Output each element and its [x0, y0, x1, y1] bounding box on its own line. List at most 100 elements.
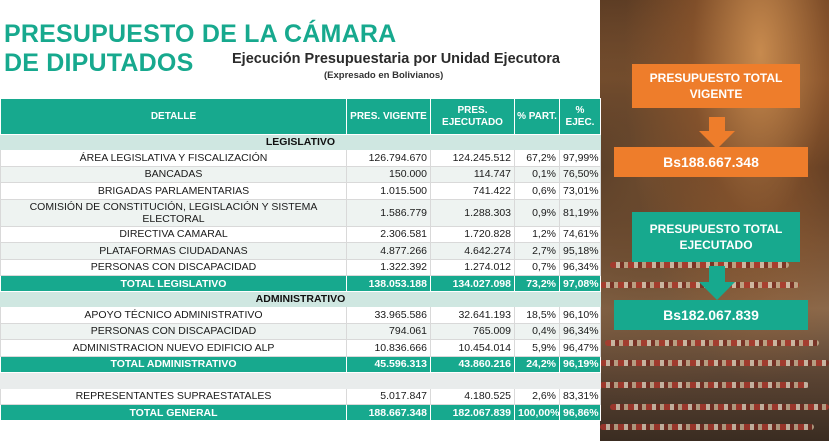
- ejecutado-label-box: PRESUPUESTO TOTAL EJECUTADO: [632, 212, 800, 262]
- row-vigente: 126.794.670: [346, 149, 431, 167]
- row-ejec: 76,50%: [559, 165, 601, 183]
- header-ejecutado: PRES. EJECUTADO: [430, 98, 515, 135]
- row-part: 0,4%: [514, 322, 560, 340]
- row-vigente: 150.000: [346, 165, 431, 183]
- row-ejec: 96,10%: [559, 306, 601, 324]
- row-detalle: BANCADAS: [0, 165, 347, 183]
- header-ejec: % EJEC.: [559, 98, 601, 135]
- row-detalle: COMISIÓN DE CONSTITUCIÓN, LEGISLACIÓN Y …: [0, 198, 347, 227]
- row-ejecutado: 10.454.014: [430, 339, 515, 357]
- currency-note: (Expresado en Bolivianos): [324, 70, 444, 81]
- row-vigente: 4.877.266: [346, 242, 431, 260]
- subtitle: Ejecución Presupuestaria por Unidad Ejec…: [232, 51, 560, 67]
- row-vigente: 5.017.847: [346, 387, 431, 405]
- header-vigente: PRES. VIGENTE: [346, 98, 431, 135]
- total-detalle: TOTAL ADMINISTRATIVO: [0, 355, 347, 373]
- row-vigente: 1.322.392: [346, 258, 431, 276]
- total-vigente: 188.667.348: [346, 404, 431, 421]
- row-ejecutado: 765.009: [430, 322, 515, 340]
- row-ejec: 96,47%: [559, 339, 601, 357]
- row-ejec: 95,18%: [559, 242, 601, 260]
- ejecutado-value-box: Bs182.067.839: [614, 300, 808, 330]
- row-ejecutado: 1.288.303: [430, 198, 515, 227]
- down-arrow-icon: [699, 266, 735, 300]
- table-row: COMISIÓN DE CONSTITUCIÓN, LEGISLACIÓN Y …: [0, 198, 601, 227]
- row-ejecutado: 114.747: [430, 165, 515, 183]
- row-part: 5,9%: [514, 339, 560, 357]
- photo-seat-row: [605, 340, 819, 346]
- total-part: 100,00%: [514, 404, 560, 421]
- row-part: 0,1%: [514, 165, 560, 183]
- total-detalle: TOTAL LEGISLATIVO: [0, 275, 347, 292]
- row-vigente: 1.586.779: [346, 198, 431, 227]
- row-vigente: 33.965.586: [346, 306, 431, 324]
- table-row: APOYO TÉCNICO ADMINISTRATIVO 33.965.586 …: [0, 306, 601, 324]
- row-vigente: 794.061: [346, 322, 431, 340]
- total-ejec: 96,86%: [559, 404, 601, 421]
- row-detalle: REPRESENTANTES SUPRAESTATALES: [0, 387, 347, 405]
- row-ejecutado: 741.422: [430, 182, 515, 200]
- section-administrativo: ADMINISTRATIVO: [0, 291, 601, 307]
- total-vigente: 45.596.313: [346, 355, 431, 373]
- section-label: LEGISLATIVO: [0, 134, 601, 150]
- table-header-row: DETALLE PRES. VIGENTE PRES. EJECUTADO % …: [0, 98, 601, 135]
- spacer-row: [0, 371, 601, 389]
- row-ejecutado: 1.720.828: [430, 225, 515, 243]
- table-row: PERSONAS CON DISCAPACIDAD 794.061 765.00…: [0, 322, 601, 340]
- row-detalle: BRIGADAS PARLAMENTARIAS: [0, 182, 347, 200]
- total-ejecutado: 134.027.098: [430, 275, 515, 292]
- total-part: 73,2%: [514, 275, 560, 292]
- photo-seat-row: [600, 382, 809, 388]
- row-part: 18,5%: [514, 306, 560, 324]
- section-legislativo: LEGISLATIVO: [0, 134, 601, 150]
- row-ejec: 97,99%: [559, 149, 601, 167]
- table-row: BANCADAS 150.000 114.747 0,1% 76,50%: [0, 165, 601, 183]
- row-part: 2,6%: [514, 387, 560, 405]
- row-detalle: PERSONAS CON DISCAPACIDAD: [0, 322, 347, 340]
- header-detalle: DETALLE: [0, 98, 347, 135]
- row-part: 1,2%: [514, 225, 560, 243]
- row-part: 0,9%: [514, 198, 560, 227]
- total-general-row: TOTAL GENERAL 188.667.348 182.067.839 10…: [0, 404, 601, 421]
- vigente-value-box: Bs188.667.348: [614, 147, 808, 177]
- section-label: ADMINISTRATIVO: [0, 291, 601, 307]
- budget-table: DETALLE PRES. VIGENTE PRES. EJECUTADO % …: [0, 98, 601, 421]
- row-detalle: PERSONAS CON DISCAPACIDAD: [0, 258, 347, 276]
- table-row: BRIGADAS PARLAMENTARIAS 1.015.500 741.42…: [0, 182, 601, 200]
- row-part: 0,6%: [514, 182, 560, 200]
- total-part: 24,2%: [514, 355, 560, 373]
- total-ejec: 96,19%: [559, 355, 601, 373]
- table-row: REPRESENTANTES SUPRAESTATALES 5.017.847 …: [0, 387, 601, 405]
- table-row: DIRECTIVA CAMARAL 2.306.581 1.720.828 1,…: [0, 225, 601, 243]
- row-ejecutado: 4.642.274: [430, 242, 515, 260]
- row-ejecutado: 124.245.512: [430, 149, 515, 167]
- photo-seat-row: [610, 262, 789, 268]
- row-vigente: 1.015.500: [346, 182, 431, 200]
- header-part: % PART.: [514, 98, 560, 135]
- row-ejec: 96,34%: [559, 258, 601, 276]
- row-ejecutado: 1.274.012: [430, 258, 515, 276]
- photo-seat-row: [610, 404, 829, 410]
- total-administrativo-row: TOTAL ADMINISTRATIVO 45.596.313 43.860.2…: [0, 355, 601, 373]
- row-detalle: DIRECTIVA CAMARAL: [0, 225, 347, 243]
- table-row: ADMINISTRACION NUEVO EDIFICIO ALP 10.836…: [0, 339, 601, 357]
- row-ejec: 74,61%: [559, 225, 601, 243]
- table-row: PERSONAS CON DISCAPACIDAD 1.322.392 1.27…: [0, 258, 601, 276]
- row-part: 67,2%: [514, 149, 560, 167]
- photo-seat-row: [600, 360, 829, 366]
- table-row: PLATAFORMAS CIUDADANAS 4.877.266 4.642.2…: [0, 242, 601, 260]
- row-ejec: 81,19%: [559, 198, 601, 227]
- row-detalle: ADMINISTRACION NUEVO EDIFICIO ALP: [0, 339, 347, 357]
- row-vigente: 10.836.666: [346, 339, 431, 357]
- photo-seat-row: [600, 424, 814, 430]
- row-detalle: APOYO TÉCNICO ADMINISTRATIVO: [0, 306, 347, 324]
- row-ejecutado: 4.180.525: [430, 387, 515, 405]
- row-ejec: 73,01%: [559, 182, 601, 200]
- row-ejec: 83,31%: [559, 387, 601, 405]
- row-part: 0,7%: [514, 258, 560, 276]
- total-vigente: 138.053.188: [346, 275, 431, 292]
- total-detalle: TOTAL GENERAL: [0, 404, 347, 421]
- row-ejecutado: 32.641.193: [430, 306, 515, 324]
- vigente-label-box: PRESUPUESTO TOTAL VIGENTE: [632, 64, 800, 108]
